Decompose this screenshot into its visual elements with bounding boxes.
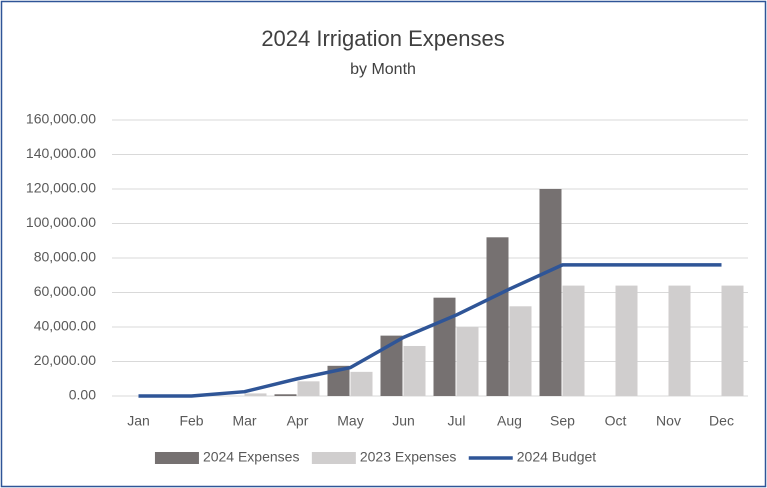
bar — [668, 285, 691, 396]
bar — [403, 345, 426, 396]
y-tick-label: 60,000.00 — [34, 283, 96, 299]
bar — [721, 285, 744, 396]
x-tick-label: Mar — [232, 413, 256, 429]
x-tick-label: Feb — [179, 413, 203, 429]
chart-subtitle: by Month — [350, 61, 416, 78]
x-tick-label: Dec — [709, 413, 734, 429]
bar — [433, 297, 456, 396]
bar — [297, 381, 320, 396]
bar — [456, 327, 479, 396]
bar — [486, 237, 509, 396]
bar — [509, 306, 532, 396]
legend-label: 2024 Budget — [517, 449, 597, 465]
bar — [244, 393, 267, 396]
x-tick-label: Jul — [448, 413, 466, 429]
x-tick-label: Sep — [550, 413, 575, 429]
bar — [380, 335, 403, 396]
bar — [350, 371, 373, 396]
bar — [327, 365, 350, 396]
x-tick-label: May — [337, 413, 363, 429]
y-tick-label: 120,000.00 — [26, 180, 96, 196]
y-tick-label: 160,000.00 — [26, 111, 96, 127]
x-tick-label: Aug — [497, 413, 522, 429]
bar — [615, 285, 638, 396]
bar — [274, 394, 297, 396]
x-tick-label: Jan — [127, 413, 150, 429]
y-tick-label: 140,000.00 — [26, 145, 96, 161]
x-tick-label: Jun — [392, 413, 415, 429]
x-tick-label: Oct — [605, 413, 627, 429]
x-tick-label: Apr — [287, 413, 309, 429]
y-tick-label: 20,000.00 — [34, 352, 96, 368]
y-tick-label: 100,000.00 — [26, 214, 96, 230]
y-tick-label: 40,000.00 — [34, 318, 96, 334]
chart-title: 2024 Irrigation Expenses — [261, 26, 504, 51]
legend-label: 2023 Expenses — [360, 449, 457, 465]
legend-label: 2024 Expenses — [203, 449, 300, 465]
legend-swatch — [154, 452, 199, 464]
x-tick-label: Nov — [656, 413, 681, 429]
legend-swatch — [311, 452, 356, 464]
y-tick-label: 0.00 — [69, 387, 96, 403]
bar — [539, 189, 562, 396]
bar — [562, 285, 585, 396]
y-tick-label: 80,000.00 — [34, 249, 96, 265]
line-series — [138, 263, 722, 398]
